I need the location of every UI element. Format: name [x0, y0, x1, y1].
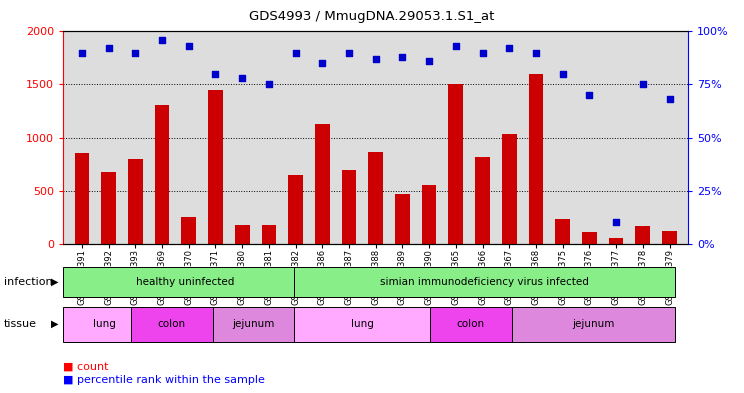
- Text: ■ count: ■ count: [63, 362, 109, 371]
- Bar: [131, 307, 213, 342]
- Point: [156, 37, 168, 43]
- Bar: [288, 174, 303, 244]
- Point: [316, 60, 328, 66]
- Bar: [128, 159, 143, 244]
- Bar: [74, 153, 89, 244]
- Point: [557, 71, 568, 77]
- Text: colon: colon: [158, 319, 186, 329]
- Point: [610, 219, 622, 226]
- Point: [637, 81, 649, 88]
- Text: tissue: tissue: [4, 319, 36, 329]
- Point: [183, 43, 195, 50]
- Bar: [512, 307, 675, 342]
- Point: [103, 45, 115, 51]
- Text: ▶: ▶: [51, 277, 58, 287]
- Bar: [502, 134, 516, 244]
- Point: [343, 50, 355, 56]
- Bar: [555, 219, 570, 244]
- Point: [583, 92, 595, 98]
- Point: [237, 75, 248, 81]
- Point: [76, 50, 88, 56]
- Point: [289, 50, 301, 56]
- Bar: [63, 267, 308, 297]
- Bar: [582, 232, 597, 244]
- Bar: [294, 267, 675, 297]
- Point: [263, 81, 275, 88]
- Bar: [368, 152, 383, 244]
- Bar: [341, 171, 356, 244]
- Text: jejunum: jejunum: [572, 319, 615, 329]
- Point: [477, 50, 489, 56]
- Point: [450, 43, 462, 50]
- Point: [210, 71, 222, 77]
- Bar: [262, 225, 276, 244]
- Bar: [529, 74, 543, 244]
- Text: GDS4993 / MmugDNA.29053.1.S1_at: GDS4993 / MmugDNA.29053.1.S1_at: [249, 10, 495, 23]
- Point: [397, 54, 408, 60]
- Bar: [155, 105, 170, 244]
- Text: lung: lung: [92, 319, 115, 329]
- Bar: [430, 307, 512, 342]
- Bar: [182, 217, 196, 244]
- Bar: [449, 84, 464, 244]
- Bar: [213, 307, 294, 342]
- Point: [423, 58, 435, 64]
- Text: jejunum: jejunum: [232, 319, 275, 329]
- Bar: [635, 226, 650, 244]
- Bar: [395, 194, 410, 244]
- Text: healthy uninfected: healthy uninfected: [136, 277, 234, 287]
- Text: ■ percentile rank within the sample: ■ percentile rank within the sample: [63, 375, 265, 385]
- Bar: [609, 238, 623, 244]
- Point: [530, 50, 542, 56]
- Bar: [208, 90, 222, 244]
- Point: [664, 96, 676, 103]
- Bar: [662, 231, 677, 244]
- Text: ▶: ▶: [51, 319, 58, 329]
- Text: colon: colon: [457, 319, 485, 329]
- Bar: [315, 124, 330, 244]
- Text: infection: infection: [4, 277, 52, 287]
- Bar: [294, 307, 430, 342]
- Text: simian immunodeficiency virus infected: simian immunodeficiency virus infected: [380, 277, 589, 287]
- Point: [370, 56, 382, 62]
- Bar: [235, 224, 249, 244]
- Bar: [422, 185, 437, 244]
- Bar: [101, 171, 116, 244]
- Text: lung: lung: [350, 319, 373, 329]
- Point: [129, 50, 141, 56]
- Bar: [475, 157, 490, 244]
- Point: [503, 45, 515, 51]
- Bar: [63, 307, 145, 342]
